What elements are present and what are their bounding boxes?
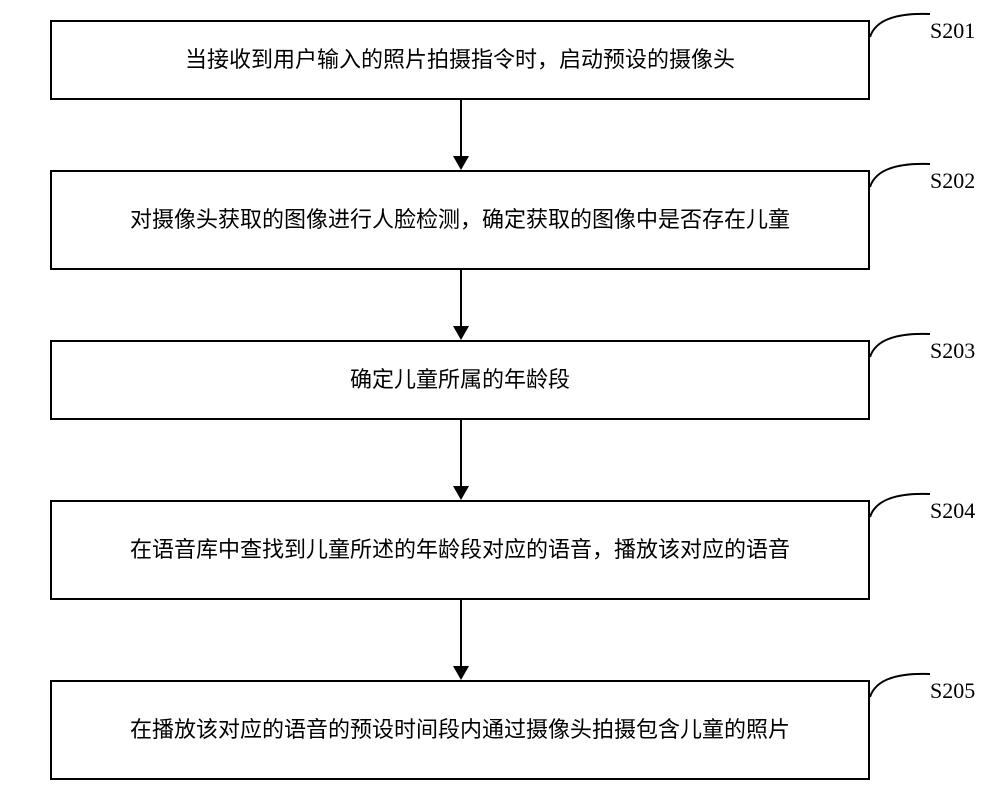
step-text: 当接收到用户输入的照片拍摄指令时，启动预设的摄像头: [185, 42, 735, 77]
arrow-head-3: [453, 666, 469, 680]
step-label-s203: S203: [930, 338, 975, 364]
step-label-s201: S201: [930, 18, 975, 44]
step-label-s202: S202: [930, 168, 975, 194]
step-text: 确定儿童所属的年龄段: [350, 362, 570, 397]
step-box-s202: 对摄像头获取的图像进行人脸检测，确定获取的图像中是否存在儿童: [50, 170, 870, 270]
step-label-s205: S205: [930, 678, 975, 704]
step-text: 在播放该对应的语音的预设时间段内通过摄像头拍摄包含儿童的照片: [130, 712, 790, 747]
step-text: 在语音库中查找到儿童所述的年龄段对应的语音，播放该对应的语音: [130, 532, 790, 567]
step-box-s205: 在播放该对应的语音的预设时间段内通过摄像头拍摄包含儿童的照片: [50, 680, 870, 780]
step-box-s204: 在语音库中查找到儿童所述的年龄段对应的语音，播放该对应的语音: [50, 500, 870, 600]
step-label-s204: S204: [930, 498, 975, 524]
arrow-line-2: [460, 420, 462, 486]
step-text: 对摄像头获取的图像进行人脸检测，确定获取的图像中是否存在儿童: [130, 202, 790, 237]
flowchart-canvas: 当接收到用户输入的照片拍摄指令时，启动预设的摄像头 S201 对摄像头获取的图像进行…: [0, 0, 1000, 809]
arrow-head-0: [453, 156, 469, 170]
arrow-line-1: [460, 270, 462, 326]
arrow-line-0: [460, 100, 462, 156]
step-box-s203: 确定儿童所属的年龄段: [50, 340, 870, 420]
step-box-s201: 当接收到用户输入的照片拍摄指令时，启动预设的摄像头: [50, 20, 870, 100]
arrow-head-1: [453, 326, 469, 340]
arrow-head-2: [453, 486, 469, 500]
arrow-line-3: [460, 600, 462, 666]
